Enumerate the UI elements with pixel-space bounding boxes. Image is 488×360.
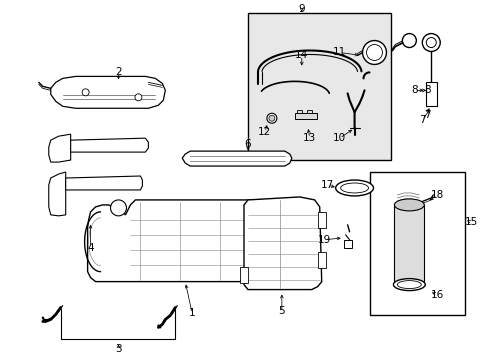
Bar <box>317 252 325 268</box>
Bar <box>426 82 436 106</box>
Text: 11: 11 <box>332 48 346 58</box>
Text: 5: 5 <box>278 306 285 316</box>
Circle shape <box>422 33 439 51</box>
Polygon shape <box>49 134 71 162</box>
Bar <box>240 267 247 283</box>
Bar <box>296 110 301 113</box>
Text: 15: 15 <box>464 217 477 227</box>
Ellipse shape <box>340 183 368 193</box>
Polygon shape <box>244 197 321 289</box>
Text: 14: 14 <box>295 50 308 60</box>
Circle shape <box>266 113 276 123</box>
Bar <box>394 205 424 285</box>
Circle shape <box>110 200 126 216</box>
Text: 6: 6 <box>244 139 251 149</box>
Text: 12: 12 <box>258 127 271 137</box>
Circle shape <box>426 37 435 48</box>
Bar <box>343 240 351 248</box>
Bar <box>317 212 325 228</box>
Text: 3: 3 <box>115 345 122 354</box>
Text: 16: 16 <box>430 289 443 300</box>
Text: 10: 10 <box>332 133 346 143</box>
Text: 18: 18 <box>430 190 443 200</box>
Polygon shape <box>49 172 65 216</box>
Circle shape <box>362 41 386 64</box>
Circle shape <box>402 33 415 48</box>
Polygon shape <box>65 176 142 190</box>
Text: 13: 13 <box>303 133 316 143</box>
Bar <box>247 13 390 160</box>
Circle shape <box>268 115 274 121</box>
Text: 17: 17 <box>321 180 334 190</box>
Text: 7: 7 <box>423 110 430 120</box>
Ellipse shape <box>394 199 424 211</box>
Bar <box>294 113 316 119</box>
Text: 8: 8 <box>410 85 417 95</box>
Bar <box>306 110 311 113</box>
Ellipse shape <box>397 280 421 289</box>
Text: 7: 7 <box>418 115 425 125</box>
Ellipse shape <box>335 180 373 196</box>
Text: 19: 19 <box>317 235 331 245</box>
Text: 2: 2 <box>115 67 122 77</box>
Circle shape <box>82 89 89 96</box>
Bar <box>369 172 464 315</box>
Circle shape <box>135 94 142 101</box>
Polygon shape <box>87 200 317 282</box>
Polygon shape <box>182 151 291 166</box>
Circle shape <box>366 45 382 60</box>
Polygon shape <box>51 76 165 108</box>
Ellipse shape <box>393 279 425 291</box>
Polygon shape <box>71 138 148 152</box>
Text: 9: 9 <box>298 4 305 14</box>
Text: 8: 8 <box>423 85 430 95</box>
Text: 1: 1 <box>188 309 195 319</box>
Text: 4: 4 <box>87 243 94 253</box>
